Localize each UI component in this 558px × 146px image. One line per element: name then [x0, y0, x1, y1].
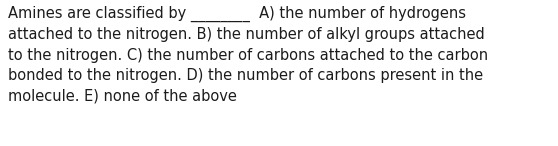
Text: Amines are classified by ________  A) the number of hydrogens
attached to the ni: Amines are classified by ________ A) the… — [8, 6, 488, 104]
